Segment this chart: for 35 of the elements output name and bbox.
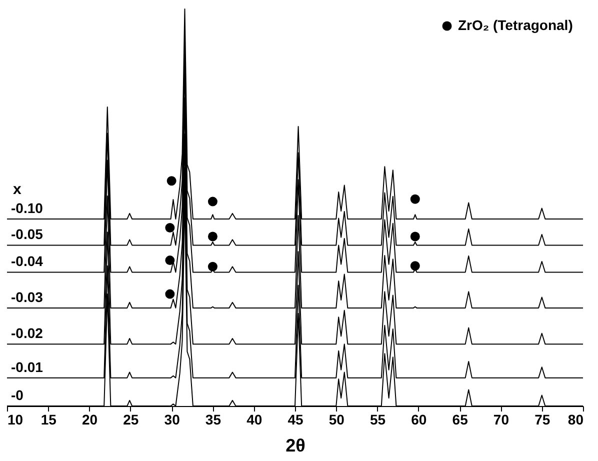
series-label: -0.03 [11,288,44,305]
series-label: -0.05 [11,226,44,242]
x-tick-label: 55 [370,412,386,428]
x-tick-label: 60 [411,412,427,428]
point [208,232,218,242]
point [165,256,175,266]
annotation: x [13,181,22,198]
series-label: -0.02 [11,325,44,342]
x-tick-label: 40 [246,412,262,428]
point [410,261,420,271]
point [410,232,420,242]
x-tick-label: 50 [328,412,345,428]
point [165,289,175,299]
x-tick-label: 65 [452,412,468,428]
point [410,194,420,204]
series-label: -0.10 [11,200,44,216]
legend-label: ZrO₂ (Tetragonal) [458,17,573,33]
point [208,196,218,206]
x-tick-label: 45 [288,412,304,428]
point [166,176,176,186]
x-tick-label: 15 [40,412,57,428]
series-label: -0.04 [11,253,44,270]
x-tick-label: 80 [568,412,584,428]
x-axis-title: 2θ [286,436,306,456]
point [208,262,218,272]
x-tick-label: 20 [82,412,98,428]
x-tick-label: 25 [123,412,139,428]
x-tick-label: 35 [205,412,222,428]
point [165,223,175,232]
x-tick-label: 70 [493,412,510,428]
x-tick-label: 75 [534,412,550,428]
x-tick-label: 30 [164,412,180,428]
x-tick-label: 10 [8,412,24,428]
series-label: -0.01 [11,358,44,375]
series-label: -0 [11,387,24,403]
